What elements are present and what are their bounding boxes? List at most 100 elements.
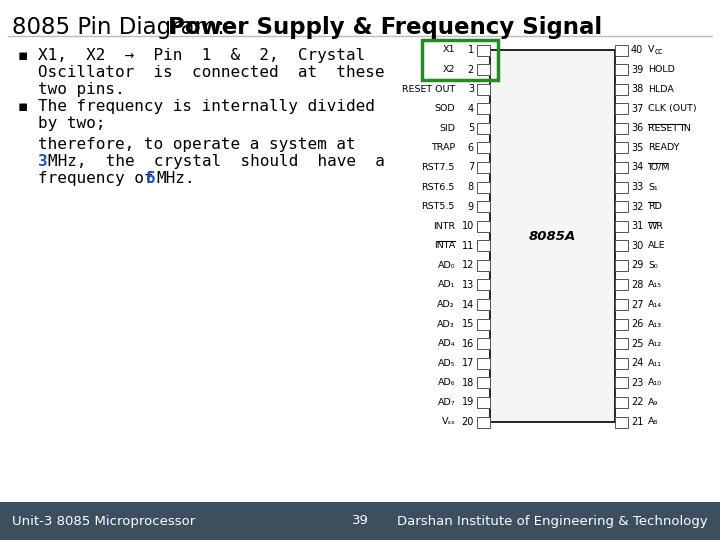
Text: 12: 12 [462,260,474,271]
Text: 22: 22 [631,397,644,407]
Text: RD: RD [648,202,662,211]
Bar [477,397,490,408]
Bar [490,50,615,422]
Text: 2: 2 [468,65,474,75]
Bar [615,123,628,134]
Text: 6: 6 [146,171,156,186]
Text: SOD: SOD [434,104,455,113]
Text: AD₀: AD₀ [438,261,455,270]
Text: INTA: INTA [433,241,455,250]
Bar [477,143,490,153]
Text: AD₇: AD₇ [438,398,455,407]
Text: 6: 6 [468,143,474,153]
Text: ALE: ALE [648,241,665,250]
Text: 39: 39 [631,65,643,75]
Text: 15: 15 [462,319,474,329]
Bar [477,299,490,310]
Text: X1,  X2  →  Pin  1  &  2,  Crystal: X1, X2 → Pin 1 & 2, Crystal [38,48,365,63]
Text: 5: 5 [468,123,474,133]
Text: 28: 28 [631,280,644,290]
Bar [615,319,628,329]
Text: 16: 16 [462,339,474,349]
Text: 13: 13 [462,280,474,290]
Bar [615,221,628,232]
Bar [615,143,628,153]
Text: 18: 18 [462,378,474,388]
Text: 27: 27 [631,300,644,309]
Text: 11: 11 [462,241,474,251]
Text: READY: READY [648,144,680,152]
Text: 33: 33 [631,182,643,192]
Text: 36: 36 [631,123,643,133]
Text: 9: 9 [468,201,474,212]
Bar [0,502,720,540]
Bar [615,358,628,369]
Text: V: V [648,45,654,55]
Text: 37: 37 [631,104,644,114]
Text: MHz,  the  crystal  should  have  a: MHz, the crystal should have a [48,154,385,169]
Text: WR: WR [648,222,664,231]
Bar [477,240,490,251]
Text: 7: 7 [468,163,474,172]
Text: 3: 3 [38,154,48,169]
Text: 40: 40 [631,45,643,55]
Text: S₀: S₀ [648,261,658,270]
Text: 26: 26 [631,319,644,329]
Bar [615,299,628,310]
Bar [615,84,628,94]
Text: Vₛₛ: Vₛₛ [441,417,455,427]
Bar [615,162,628,173]
Bar [477,377,490,388]
Bar [477,64,490,75]
Text: 14: 14 [462,300,474,309]
Bar [615,377,628,388]
Text: frequency of: frequency of [38,171,163,186]
Text: 23: 23 [631,378,644,388]
Text: RST5.5: RST5.5 [422,202,455,211]
Bar [422,39,498,80]
Text: 10: 10 [462,221,474,231]
Bar [615,181,628,193]
Text: 3: 3 [468,84,474,94]
Text: Power Supply & Frequency Signal: Power Supply & Frequency Signal [168,16,602,39]
Text: S₁: S₁ [648,183,658,192]
Bar [615,260,628,271]
Text: HLDA: HLDA [648,85,674,93]
Bar [477,260,490,271]
Text: 19: 19 [462,397,474,407]
Text: ▪: ▪ [18,99,28,114]
Text: 24: 24 [631,358,644,368]
Bar [615,338,628,349]
Text: A₁₅: A₁₅ [648,280,662,289]
Text: CLK (OUT): CLK (OUT) [648,104,697,113]
Bar [615,44,628,56]
Bar [615,279,628,291]
Bar [477,84,490,94]
Text: AD₄: AD₄ [438,339,455,348]
Bar [615,240,628,251]
Text: A₁₃: A₁₃ [648,320,662,329]
Text: A₁₀: A₁₀ [648,379,662,387]
Text: Darshan Institute of Engineering & Technology: Darshan Institute of Engineering & Techn… [397,515,708,528]
Bar [477,44,490,56]
Text: A₁₁: A₁₁ [648,359,662,368]
Bar [477,201,490,212]
Bar [615,397,628,408]
Text: MHz.: MHz. [156,171,194,186]
Text: 34: 34 [631,163,643,172]
Text: 1: 1 [468,45,474,55]
Text: AD₁: AD₁ [438,280,455,289]
Text: 17: 17 [462,358,474,368]
Text: 20: 20 [462,417,474,427]
Bar [615,103,628,114]
Text: AD₂: AD₂ [437,300,455,309]
Text: Oscillator  is  connected  at  these: Oscillator is connected at these [38,65,384,80]
Bar [477,416,490,428]
Text: A₈: A₈ [648,417,658,427]
Text: two pins.: two pins. [38,82,125,97]
Text: AD₃: AD₃ [437,320,455,329]
Text: 39: 39 [351,515,369,528]
Text: by two;: by two; [38,116,105,131]
Text: therefore, to operate a system at: therefore, to operate a system at [38,137,356,152]
Text: X2: X2 [443,65,455,74]
